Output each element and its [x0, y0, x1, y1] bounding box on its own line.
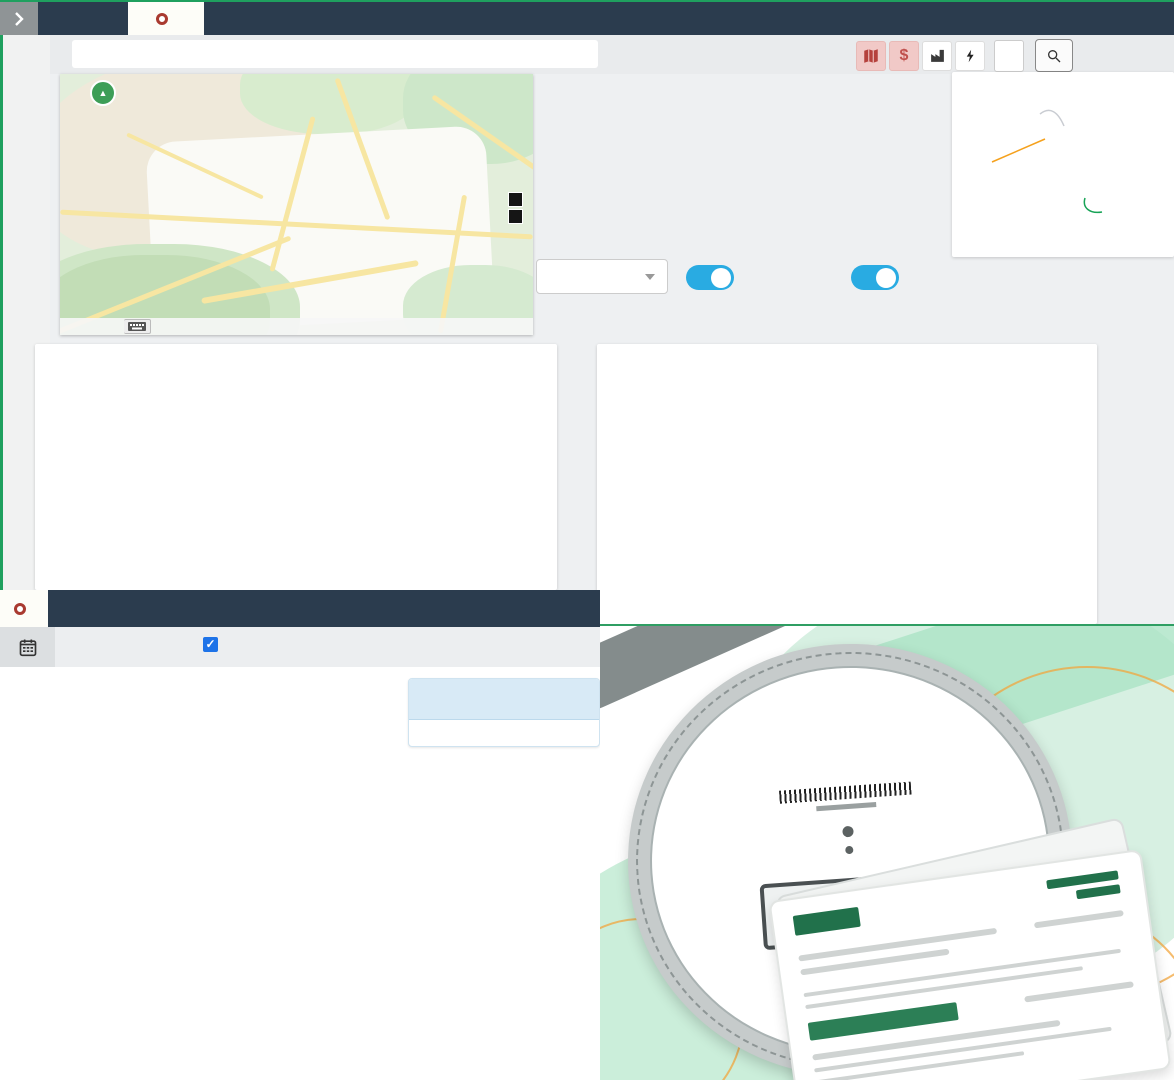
cost-view-button[interactable]: $	[889, 40, 919, 71]
receipt-bar	[1075, 884, 1121, 900]
tab-inconsistencias[interactable]	[260, 2, 316, 35]
map-icon	[864, 48, 878, 63]
tiendas-dropdown[interactable]	[536, 259, 668, 294]
meter-small-text	[816, 802, 877, 812]
map-zoom-controls	[508, 192, 523, 224]
receipt-logo-block	[792, 906, 861, 936]
keyboard-icon[interactable]	[124, 319, 151, 334]
view-toolbar: $	[856, 39, 1073, 72]
tiendas-pie-panel	[952, 72, 1174, 257]
calendar-button[interactable]	[0, 627, 55, 667]
receipt-highlight-bar	[807, 1002, 959, 1041]
total-toggle[interactable]	[851, 265, 899, 290]
toggle-tiendas-totales-group	[686, 265, 760, 290]
lightning-bolt-icon	[966, 49, 974, 62]
tab-principal[interactable]	[128, 2, 204, 35]
dollar-icon: $	[899, 46, 909, 64]
breadcrumb	[72, 40, 598, 68]
zoom-in-button[interactable]	[508, 192, 523, 207]
secondary-tab-bar	[0, 590, 600, 627]
sidebar-collapse-button[interactable]	[0, 2, 38, 35]
consumo-mensual-chart-panel	[35, 344, 557, 590]
tab2-ahorros[interactable]	[0, 590, 48, 627]
anual-checkbox-group[interactable]: ✓	[203, 637, 221, 652]
park-badge-icon: ▲	[90, 80, 116, 106]
meter-brand-text	[643, 707, 1038, 735]
tab2-inconsistencias[interactable]	[48, 590, 92, 627]
cfe-meter-illustration	[600, 624, 1174, 1080]
zoom-out-button[interactable]	[508, 209, 523, 224]
map-view-button[interactable]	[856, 40, 886, 71]
tab-ring-icon	[156, 12, 168, 25]
chevron-down-icon	[645, 273, 655, 280]
search-button[interactable]	[1035, 39, 1073, 72]
map-terrain	[240, 74, 420, 134]
map-attribution	[60, 318, 533, 335]
tab-ring-icon	[14, 602, 26, 615]
meter-screw	[845, 845, 854, 855]
sidebar	[0, 35, 50, 590]
factory-icon	[930, 49, 944, 62]
total-panel-title	[409, 679, 599, 720]
costo-chart-panel	[597, 344, 1097, 624]
total-summary-panel	[408, 678, 600, 747]
chevron-right-icon	[15, 11, 24, 26]
meter-screw	[842, 825, 854, 838]
hbar-plot	[35, 344, 557, 590]
pie-chart[interactable]	[1030, 124, 1124, 218]
factory-view-button[interactable]	[922, 40, 952, 71]
total-panel-body	[409, 720, 599, 746]
costo-plot	[597, 344, 1097, 624]
tiendas-totales-toggle[interactable]	[686, 265, 734, 290]
toggle-total-group	[851, 265, 925, 290]
main-tabs	[128, 2, 316, 35]
calendar-icon	[19, 639, 36, 657]
checkbox-checked-icon[interactable]: ✓	[203, 637, 218, 652]
search-icon	[1048, 49, 1061, 62]
tab-ahorros[interactable]	[204, 2, 260, 35]
top-navigation-bar	[0, 2, 1174, 35]
year-selector-button[interactable]	[994, 39, 1024, 72]
ahorros-toolbar: ✓	[0, 627, 600, 667]
breadcrumb-toolbar-row: $	[50, 35, 1174, 74]
meter-barcode	[778, 781, 912, 804]
energy-view-button[interactable]	[955, 40, 985, 71]
map[interactable]: ▲	[60, 74, 533, 335]
